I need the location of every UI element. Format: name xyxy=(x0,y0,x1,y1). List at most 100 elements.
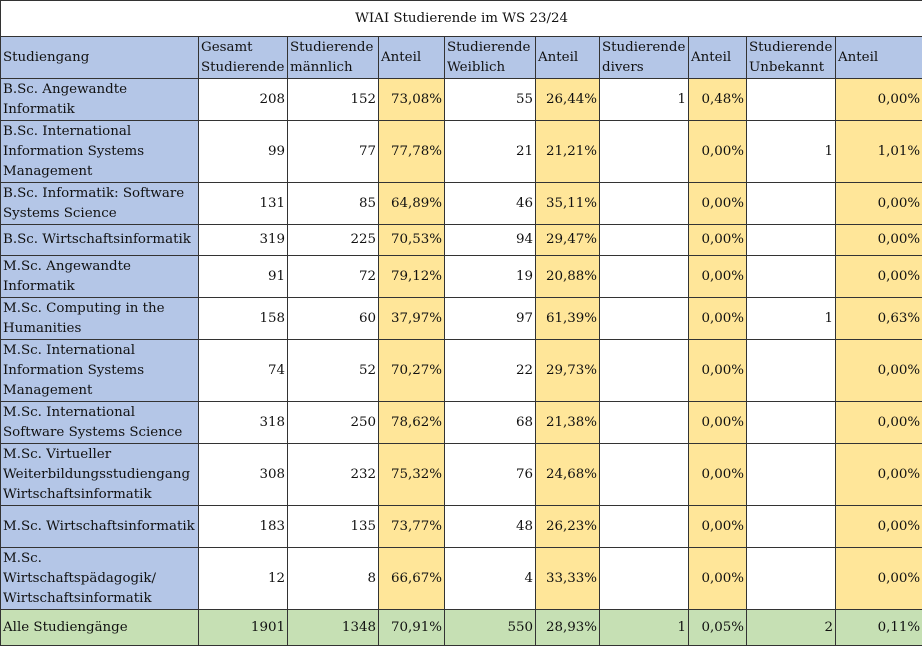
diverse-share: 0,00% xyxy=(688,505,747,548)
male-count: 52 xyxy=(287,339,379,402)
diverse-count xyxy=(599,120,689,183)
male-count: 1348 xyxy=(287,609,379,646)
unknown-count xyxy=(746,443,836,506)
male-share: 79,12% xyxy=(378,255,445,298)
program-name: B.Sc. Angewandte Informatik xyxy=(0,78,199,121)
female-share: 29,47% xyxy=(535,224,600,256)
program-name: M.Sc. International Information Systems … xyxy=(0,339,199,402)
diverse-count xyxy=(599,443,689,506)
male-count: 8 xyxy=(287,547,379,610)
female-count: 22 xyxy=(444,339,536,402)
unknown-count xyxy=(746,339,836,402)
female-count: 48 xyxy=(444,505,536,548)
male-count: 225 xyxy=(287,224,379,256)
total-count: 308 xyxy=(198,443,288,506)
table-row: B.Sc. Informatik: Software Systems Scien… xyxy=(0,182,922,225)
female-count: 46 xyxy=(444,182,536,225)
header-unknown-share: Anteil xyxy=(834,36,922,79)
diverse-share: 0,00% xyxy=(688,547,747,610)
program-name: M.Sc. Wirtschaftsinformatik xyxy=(0,505,199,548)
total-count: 99 xyxy=(198,120,288,183)
unknown-share: 0,00% xyxy=(834,78,922,121)
diverse-share: 0,00% xyxy=(688,182,747,225)
total-label: Alle Studiengänge xyxy=(0,609,199,646)
male-share: 73,08% xyxy=(378,78,445,121)
diverse-share: 0,00% xyxy=(688,339,747,402)
diverse-count: 1 xyxy=(599,609,689,646)
female-count: 94 xyxy=(444,224,536,256)
female-count: 4 xyxy=(444,547,536,610)
table-row: M.Sc. Wirtschaftsinformatik 183 135 73,7… xyxy=(0,505,922,548)
table-row: M.Sc. Virtueller Weiterbildungsstudienga… xyxy=(0,443,922,506)
table-body: B.Sc. Angewandte Informatik 208 1 52 73,0… xyxy=(0,78,922,646)
program-name: M.Sc. Virtueller Weiterbildungsstudienga… xyxy=(0,443,199,506)
female-count: 550 xyxy=(444,609,536,646)
header-total: Gesamt Studierende xyxy=(198,36,288,79)
female-share: 28,93% xyxy=(535,609,600,646)
header-male-share: Anteil xyxy=(378,36,445,79)
female-share: 20,88% xyxy=(535,255,600,298)
female-count: 19 xyxy=(444,255,536,298)
male-count: 77 xyxy=(287,120,379,183)
male-share: 70,53% xyxy=(378,224,445,256)
male-count: 72 xyxy=(287,255,379,298)
unknown-share: 0,11% xyxy=(834,609,922,646)
unknown-count: 2 xyxy=(746,609,836,646)
unknown-share: 1,01% xyxy=(834,120,922,183)
female-share: 61,39% xyxy=(535,297,600,340)
unknown-count xyxy=(746,182,836,225)
female-share: 26,23% xyxy=(535,505,600,548)
unknown-count xyxy=(746,78,836,121)
male-share: 70,27% xyxy=(378,339,445,402)
unknown-share: 0,00% xyxy=(834,255,922,298)
header-female-share: Anteil xyxy=(535,36,600,79)
table-row: M.Sc. Wirtschaftspädagogik/ Wirtschaftsi… xyxy=(0,547,922,610)
female-share: 24,68% xyxy=(535,443,600,506)
diverse-share: 0,00% xyxy=(688,224,747,256)
male-count: 250 xyxy=(287,401,379,444)
unknown-count xyxy=(746,547,836,610)
unknown-share: 0,00% xyxy=(834,547,922,610)
male-share: 75,32% xyxy=(378,443,445,506)
male-share: 78,62% xyxy=(378,401,445,444)
female-count: 68 xyxy=(444,401,536,444)
female-count: 76 xyxy=(444,443,536,506)
table-row: B.Sc. Angewandte Informatik 208 152 73,0… xyxy=(0,78,922,121)
male-share: 73,77% xyxy=(378,505,445,548)
diverse-count: 1 xyxy=(599,78,689,121)
program-name: M.Sc. Angewandte Informatik xyxy=(0,255,199,298)
diverse-share: 0,05% xyxy=(688,609,747,646)
female-share: 35,11% xyxy=(535,182,600,225)
total-count: 208 xyxy=(198,78,288,121)
female-share: 26,44% xyxy=(535,78,600,121)
female-count: 55 xyxy=(444,78,536,121)
unknown-count xyxy=(746,401,836,444)
diverse-share: 0,00% xyxy=(688,401,747,444)
diverse-count xyxy=(599,255,689,298)
unknown-share: 0,00% xyxy=(834,401,922,444)
diverse-count xyxy=(599,224,689,256)
table-row: M.Sc. Angewandte Informatik 91 72 79,12%… xyxy=(0,255,922,298)
female-share: 21,38% xyxy=(535,401,600,444)
unknown-count: 1 xyxy=(746,297,836,340)
unknown-count xyxy=(746,224,836,256)
table-title: WIAI Studierende im WS 23/24 xyxy=(0,0,922,37)
total-count: 131 xyxy=(198,182,288,225)
header-diverse: Studierende divers xyxy=(599,36,689,79)
unknown-count xyxy=(746,255,836,298)
total-count: 12 xyxy=(198,547,288,610)
diverse-count xyxy=(599,401,689,444)
male-share: 37,97% xyxy=(378,297,445,340)
program-name: M.Sc. Wirtschaftspädagogik/ Wirtschaftsi… xyxy=(0,547,199,610)
diverse-count xyxy=(599,339,689,402)
total-count: 1901 xyxy=(198,609,288,646)
table-row: M.Sc. International Software Systems Sci… xyxy=(0,401,922,444)
unknown-count: 1 xyxy=(746,120,836,183)
female-count: 97 xyxy=(444,297,536,340)
unknown-count xyxy=(746,505,836,548)
male-share: 64,89% xyxy=(378,182,445,225)
diverse-share: 0,00% xyxy=(688,120,747,183)
unknown-share: 0,00% xyxy=(834,182,922,225)
diverse-share: 0,00% xyxy=(688,255,747,298)
diverse-count xyxy=(599,182,689,225)
